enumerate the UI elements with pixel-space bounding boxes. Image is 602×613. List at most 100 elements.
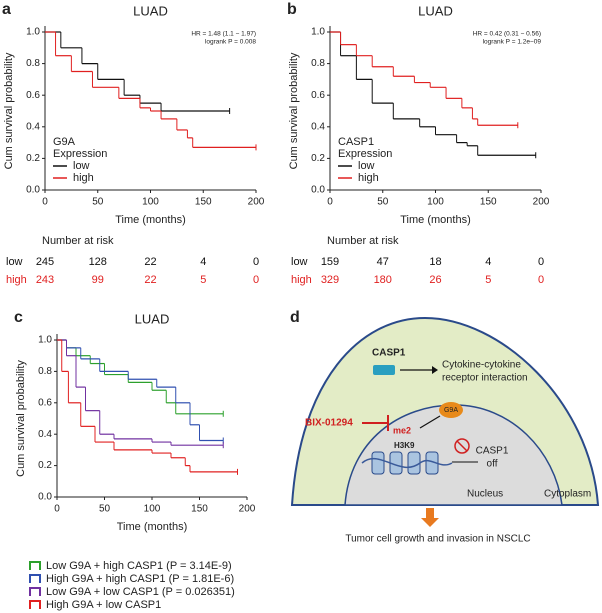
y-tick-label: 0.2 bbox=[38, 460, 52, 471]
legend-swatch bbox=[29, 561, 41, 570]
x-tick-label: 50 bbox=[377, 197, 389, 208]
y-tick-label: 1.0 bbox=[38, 335, 52, 346]
chart-title: LUAD bbox=[133, 3, 168, 18]
x-tick-label: 100 bbox=[144, 504, 161, 515]
y-tick-label: 0.8 bbox=[311, 58, 325, 69]
gene-label: CASP1 bbox=[476, 446, 509, 457]
outcome-arrow bbox=[421, 508, 439, 527]
risk-value: 329 bbox=[321, 274, 339, 286]
y-tick-label: 0.6 bbox=[38, 397, 52, 408]
panel-label: a bbox=[2, 1, 11, 18]
risk-value: 5 bbox=[485, 274, 491, 286]
x-tick-label: 100 bbox=[427, 197, 444, 208]
legend-swatch bbox=[29, 600, 41, 609]
x-tick-label: 50 bbox=[99, 504, 111, 515]
x-tick-label: 150 bbox=[195, 197, 212, 208]
pathway-label: receptor interaction bbox=[442, 373, 528, 384]
risk-title: Number at risk bbox=[42, 235, 114, 247]
diagram: d CASP1 Cytokine-cytokine receptor inter… bbox=[290, 309, 600, 545]
risk-value: 4 bbox=[200, 256, 206, 268]
y-tick-label: 0.4 bbox=[311, 121, 325, 132]
y-axis-label: Cum survival probability bbox=[288, 52, 300, 169]
legend-title: Expression bbox=[53, 148, 107, 160]
risk-value: 245 bbox=[36, 256, 54, 268]
y-tick-label: 0.2 bbox=[311, 153, 325, 164]
y-tick-label: 0.8 bbox=[26, 58, 40, 69]
risk-value: 47 bbox=[377, 256, 389, 268]
outcome-label: Tumor cell growth and invasion in NSCLC bbox=[345, 534, 530, 545]
x-tick-label: 150 bbox=[480, 197, 497, 208]
y-tick-label: 0.0 bbox=[311, 185, 325, 196]
y-tick-label: 0.2 bbox=[26, 153, 40, 164]
y-tick-label: 0.6 bbox=[26, 90, 40, 101]
legend-label: Low G9A + high CASP1 (P = 3.14E-9) bbox=[46, 560, 232, 572]
mark-label: me2 bbox=[393, 425, 411, 435]
annotation: logrank P = 0.008 bbox=[205, 39, 256, 46]
gene-label: off bbox=[487, 459, 498, 470]
y-tick-label: 1.0 bbox=[26, 27, 40, 38]
arrow-head bbox=[432, 366, 438, 374]
risk-value: 99 bbox=[92, 274, 104, 286]
risk-value: 243 bbox=[36, 274, 54, 286]
legend-swatch bbox=[29, 574, 41, 583]
y-tick-label: 0.8 bbox=[38, 366, 52, 377]
y-axis-label: Cum survival probability bbox=[3, 52, 15, 169]
x-tick-label: 0 bbox=[42, 197, 48, 208]
legend-swatch bbox=[29, 587, 41, 596]
legend-title: G9A bbox=[53, 136, 76, 148]
risk-value: 5 bbox=[200, 274, 206, 286]
g9a-label: G9A bbox=[444, 407, 458, 414]
y-tick-label: 0.0 bbox=[26, 185, 40, 196]
x-tick-label: 200 bbox=[248, 197, 265, 208]
x-axis-label: Time (months) bbox=[115, 214, 186, 226]
y-tick-label: 0.4 bbox=[26, 121, 40, 132]
risk-value: 4 bbox=[485, 256, 491, 268]
x-tick-label: 200 bbox=[533, 197, 550, 208]
legend-label: low bbox=[358, 160, 375, 172]
legend-title: CASP1 bbox=[338, 136, 374, 148]
x-tick-label: 150 bbox=[191, 504, 208, 515]
nucleus-label: Nucleus bbox=[467, 489, 503, 500]
risk-row-label: low bbox=[291, 256, 308, 268]
legend-label: High G9A + high CASP1 (P = 1.81E-6) bbox=[46, 573, 234, 585]
y-tick-label: 0.6 bbox=[311, 90, 325, 101]
panel-label: c bbox=[14, 309, 23, 326]
off-icon bbox=[456, 440, 468, 452]
legend-label: Low G9A + low CASP1 (P = 0.026351) bbox=[46, 586, 235, 598]
risk-value: 0 bbox=[538, 256, 544, 268]
x-tick-label: 100 bbox=[142, 197, 159, 208]
risk-value: 128 bbox=[89, 256, 107, 268]
chart-title: LUAD bbox=[418, 3, 453, 18]
risk-title: Number at risk bbox=[327, 235, 399, 247]
risk-value: 22 bbox=[144, 256, 156, 268]
y-axis-label: Cum survival probability bbox=[15, 360, 27, 477]
risk-value: 18 bbox=[429, 256, 441, 268]
y-tick-label: 0.0 bbox=[38, 492, 52, 503]
risk-row-label: high bbox=[6, 274, 27, 286]
legend-title: Expression bbox=[338, 148, 392, 160]
risk-value: 0 bbox=[253, 274, 259, 286]
panel-label: b bbox=[287, 1, 297, 18]
pathway-label: Cytokine-cytokine bbox=[442, 360, 521, 371]
x-tick-label: 200 bbox=[239, 504, 256, 515]
annotation: logrank P = 1.2e−09 bbox=[483, 39, 542, 46]
annotation: HR = 1.48 (1.1 − 1.97) bbox=[191, 31, 256, 38]
risk-value: 0 bbox=[253, 256, 259, 268]
y-tick-label: 0.4 bbox=[38, 429, 52, 440]
arrow bbox=[419, 415, 441, 429]
annotation: HR = 0.42 (0.31 − 0.56) bbox=[473, 31, 541, 38]
risk-row-label: low bbox=[6, 256, 23, 268]
inhibitor-label: BIX-01294 bbox=[305, 418, 353, 429]
casp1-icon bbox=[373, 365, 395, 375]
risk-row-label: high bbox=[291, 274, 312, 286]
histone-label: H3K9 bbox=[394, 441, 415, 450]
y-tick-label: 1.0 bbox=[311, 27, 325, 38]
g9a-icon bbox=[439, 402, 463, 418]
legend-label: high bbox=[73, 172, 94, 184]
chart-title: LUAD bbox=[135, 311, 170, 326]
x-tick-label: 50 bbox=[92, 197, 104, 208]
risk-value: 159 bbox=[321, 256, 339, 268]
x-tick-label: 0 bbox=[327, 197, 333, 208]
cytoplasm-label: Cytoplasm bbox=[544, 489, 591, 500]
